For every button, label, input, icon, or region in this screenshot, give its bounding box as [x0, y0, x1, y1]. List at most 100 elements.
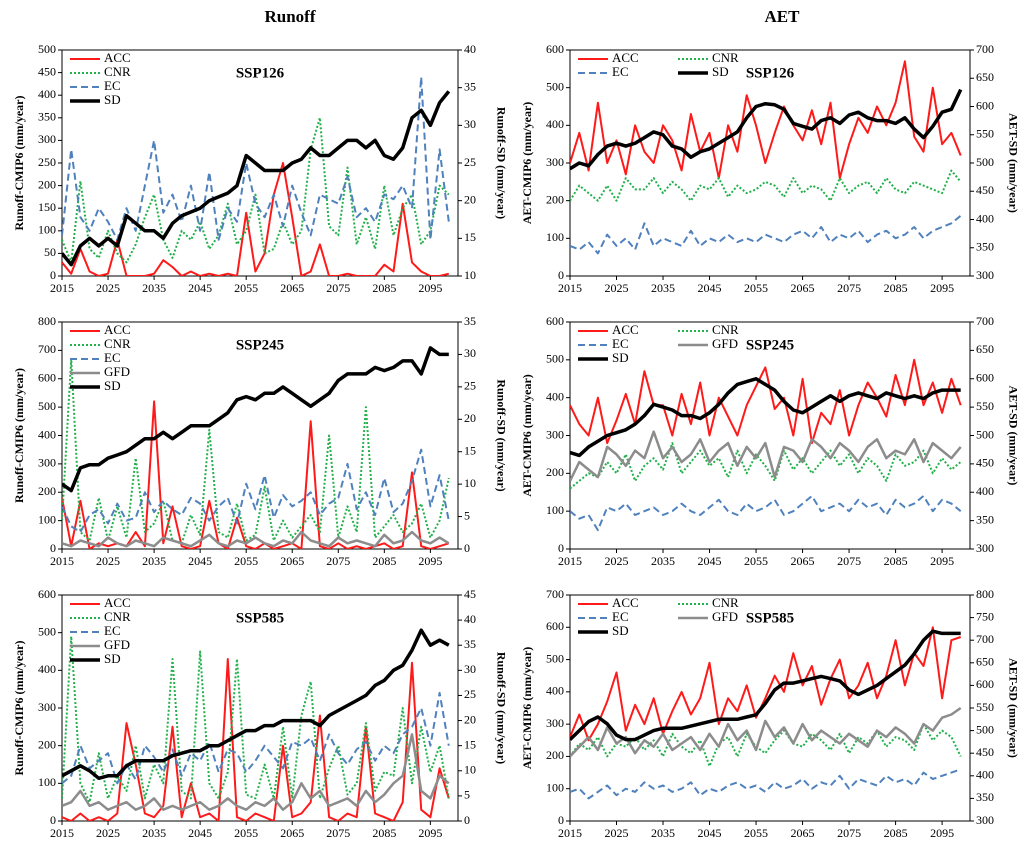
- x-tick-label: 2095: [930, 281, 954, 295]
- annotation: SSP126: [746, 65, 795, 81]
- y2-tick-label: 350: [976, 790, 994, 804]
- legend-label: ACC: [104, 50, 131, 65]
- y2-tick-label: 20: [464, 192, 476, 206]
- legend-label: GFD: [712, 609, 738, 624]
- series-line: [62, 733, 450, 811]
- series-line: [62, 116, 450, 264]
- y2-tick-label: 700: [976, 314, 994, 328]
- series-line: [62, 76, 450, 241]
- y-axis-label: AET-CMIP6 (mm/year): [520, 647, 534, 770]
- x-tick-label: 2065: [791, 554, 815, 568]
- x-tick-label: 2095: [930, 554, 954, 568]
- y-tick-label: 250: [38, 155, 56, 169]
- y-tick-label: 200: [38, 737, 56, 751]
- y2-tick-label: 400: [976, 211, 994, 225]
- x-tick-label: 2055: [744, 281, 768, 295]
- y2-tick-label: 0: [464, 541, 470, 555]
- x-tick-label: 2015: [50, 554, 74, 568]
- y2-tick-label: 40: [464, 42, 476, 56]
- y-tick-label: 200: [546, 192, 564, 206]
- y2-tick-label: 400: [976, 484, 994, 498]
- legend-label: GFD: [712, 336, 738, 351]
- x-tick-label: 2045: [188, 826, 212, 840]
- y-tick-label: 400: [546, 684, 564, 698]
- legend-label: EC: [104, 623, 121, 638]
- y2-tick-label: 35: [464, 314, 476, 328]
- y2-tick-label: 650: [976, 342, 994, 356]
- y-tick-label: 100: [546, 780, 564, 794]
- x-tick-label: 2035: [651, 554, 675, 568]
- y2-tick-label: 550: [976, 399, 994, 413]
- y-tick-label: 700: [38, 342, 56, 356]
- x-tick-label: 2055: [234, 281, 258, 295]
- series-line: [570, 723, 962, 768]
- y2-axis-label: Runoff-SD (mm/year): [494, 107, 508, 219]
- x-tick-label: 2025: [96, 281, 120, 295]
- y2-tick-label: 450: [976, 183, 994, 197]
- legend-label: CNR: [712, 322, 739, 337]
- y2-tick-label: 10: [464, 476, 476, 490]
- x-tick-label: 2075: [837, 554, 861, 568]
- y-tick-label: 500: [546, 651, 564, 665]
- y2-tick-label: 15: [464, 230, 476, 244]
- y-tick-label: 50: [44, 245, 56, 259]
- y2-tick-label: 0: [464, 813, 470, 827]
- y-tick-label: 0: [558, 268, 564, 282]
- series-line: [570, 169, 962, 202]
- x-tick-label: 2075: [326, 554, 350, 568]
- y-tick-label: 400: [38, 87, 56, 101]
- y2-tick-label: 35: [464, 637, 476, 651]
- x-tick-label: 2045: [698, 281, 722, 295]
- x-tick-label: 2035: [651, 281, 675, 295]
- y-tick-label: 0: [50, 813, 56, 827]
- y2-tick-label: 45: [464, 587, 476, 601]
- y2-axis-label: Runoff-SD (mm/year): [494, 379, 508, 491]
- y2-tick-label: 700: [976, 42, 994, 56]
- y-tick-label: 300: [38, 456, 56, 470]
- y2-tick-label: 450: [976, 456, 994, 470]
- y-tick-label: 500: [546, 79, 564, 93]
- y2-tick-label: 15: [464, 443, 476, 457]
- x-tick-label: 2065: [791, 826, 815, 840]
- column-title: Runoff: [264, 7, 315, 26]
- x-tick-label: 2035: [142, 826, 166, 840]
- x-tick-label: 2025: [605, 826, 629, 840]
- annotation: SSP585: [746, 610, 794, 626]
- y-tick-label: 500: [38, 399, 56, 413]
- annotation: SSP126: [236, 65, 285, 81]
- y-tick-label: 200: [38, 484, 56, 498]
- y-axis-label: Runoff-CMIP6 (mm/year): [12, 96, 26, 231]
- y-tick-label: 100: [38, 775, 56, 789]
- y-tick-label: 0: [50, 541, 56, 555]
- x-tick-label: 2055: [744, 554, 768, 568]
- series-line: [62, 162, 450, 276]
- x-tick-label: 2025: [605, 281, 629, 295]
- y-tick-label: 100: [546, 503, 564, 517]
- x-tick-label: 2055: [234, 554, 258, 568]
- x-tick-label: 2015: [558, 281, 582, 295]
- y-tick-label: 300: [546, 427, 564, 441]
- x-tick-label: 2065: [280, 554, 304, 568]
- x-tick-label: 2085: [884, 281, 908, 295]
- y-tick-label: 400: [546, 117, 564, 131]
- y-tick-label: 500: [38, 624, 56, 638]
- legend-label: GFD: [104, 637, 130, 652]
- series-line: [62, 400, 450, 549]
- y2-tick-label: 300: [976, 541, 994, 555]
- y2-tick-label: 25: [464, 379, 476, 393]
- y-tick-label: 500: [38, 42, 56, 56]
- y-tick-label: 100: [38, 223, 56, 237]
- legend-label: ACC: [612, 322, 639, 337]
- y-tick-label: 0: [558, 541, 564, 555]
- y-tick-label: 600: [546, 619, 564, 633]
- y-axis-label: Runoff-CMIP6 (mm/year): [12, 641, 26, 776]
- x-tick-label: 2085: [372, 826, 396, 840]
- x-tick-label: 2065: [791, 281, 815, 295]
- x-tick-label: 2045: [188, 554, 212, 568]
- y-tick-label: 500: [546, 352, 564, 366]
- y-tick-label: 300: [38, 700, 56, 714]
- y-tick-label: 0: [50, 268, 56, 282]
- y-tick-label: 600: [546, 314, 564, 328]
- series-line: [570, 626, 962, 742]
- y2-tick-label: 25: [464, 687, 476, 701]
